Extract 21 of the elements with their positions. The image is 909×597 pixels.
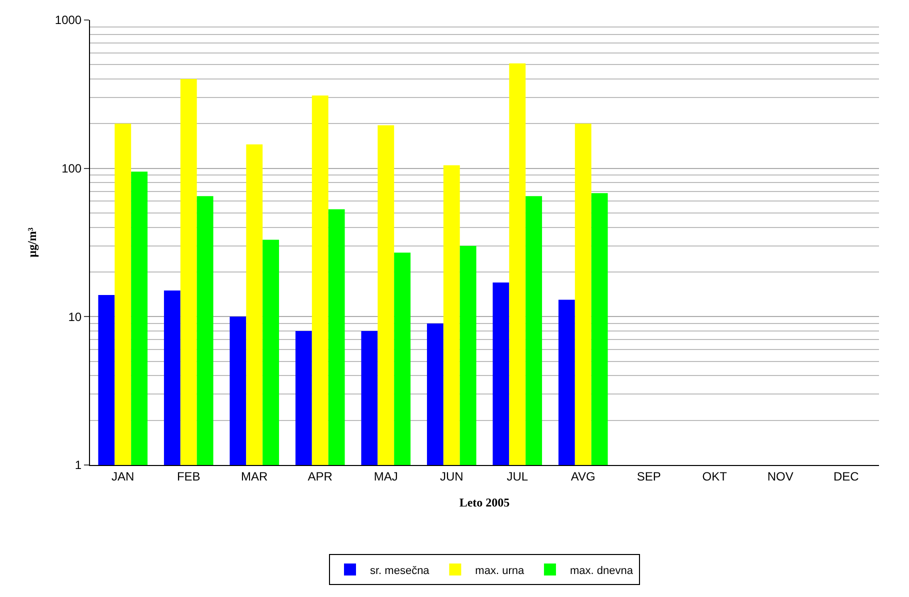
x-tick-label: NOV bbox=[767, 469, 794, 484]
legend-label: max. urna bbox=[475, 564, 525, 577]
x-axis-title: Leto 2005 bbox=[459, 495, 510, 510]
legend-label: sr. mesečna bbox=[370, 564, 430, 577]
y-tick-label: 1 bbox=[74, 458, 82, 472]
x-tick-label: JUL bbox=[506, 469, 528, 484]
x-tick-label: AVG bbox=[570, 469, 596, 484]
y-tick-label: 1000 bbox=[54, 13, 82, 28]
legend-label: max. dnevna bbox=[570, 564, 634, 577]
x-tick-label: SEP bbox=[636, 469, 661, 484]
x-tick-label: OKT bbox=[702, 469, 728, 484]
x-tick-label: MAJ bbox=[374, 469, 398, 484]
x-tick-label: DEC bbox=[833, 469, 860, 484]
y-tick-label: 100 bbox=[62, 162, 82, 176]
x-tick-label: JUN bbox=[440, 469, 464, 484]
x-tick-label: APR bbox=[308, 469, 333, 484]
y-tick-label: 10 bbox=[68, 310, 82, 324]
y-axis-title: µg/m³ bbox=[25, 227, 40, 258]
x-tick-label: MAR bbox=[241, 469, 268, 484]
x-tick-label: JAN bbox=[112, 469, 134, 484]
x-tick-label: FEB bbox=[176, 469, 200, 484]
